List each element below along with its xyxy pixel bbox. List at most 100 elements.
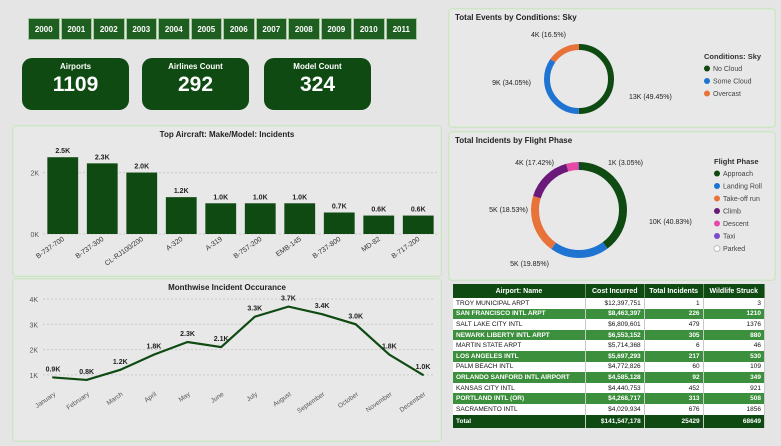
- line-point: [220, 346, 223, 349]
- line-data-label: 1.2K: [113, 359, 128, 366]
- table-row[interactable]: LOS ANGELES INTL $5,697,293 217 530: [453, 350, 766, 362]
- year-button[interactable]: 2001: [60, 18, 92, 40]
- x-tick-label: August: [272, 391, 293, 408]
- table-cell: 6: [644, 340, 704, 351]
- sky-chart-title: Total Events by Conditions: Sky: [455, 13, 577, 22]
- table-row[interactable]: SAN FRANCISCO INTL ARPT $8,463,397 226 1210: [453, 308, 766, 320]
- y-tick-label: 1K: [29, 373, 38, 380]
- year-button[interactable]: 2004: [158, 18, 190, 40]
- year-button[interactable]: 2010: [353, 18, 385, 40]
- legend-item: Climb: [723, 209, 741, 216]
- table-cell: TROY MUNICIPAL ARPT: [453, 298, 586, 309]
- year-button[interactable]: 2006: [223, 18, 255, 40]
- col-total-incidents[interactable]: Total Incidents: [644, 284, 704, 298]
- line-point: [85, 378, 88, 381]
- table-cell: 676: [644, 403, 704, 415]
- year-button[interactable]: 2005: [190, 18, 222, 40]
- year-button[interactable]: 2009: [320, 18, 352, 40]
- table-cell: $4,772,826: [585, 361, 645, 373]
- line-point: [186, 341, 189, 343]
- table-cell: 226: [644, 308, 704, 320]
- table-cell: ORLANDO SANFORD INTL AIRPORT: [453, 372, 586, 383]
- donut-slice: [544, 44, 614, 114]
- table-cell: 1856: [703, 403, 766, 415]
- table-cell: $4,029,934: [585, 403, 645, 415]
- table-cell: 1: [644, 298, 704, 309]
- line-point: [152, 353, 155, 356]
- phase-chart-title: Total Incidents by Flight Phase: [455, 136, 573, 145]
- year-button[interactable]: 2008: [288, 18, 320, 40]
- x-tick-label: EMB-145: [275, 236, 303, 259]
- line-data-label: 0.8K: [79, 369, 94, 376]
- line-point: [321, 313, 324, 316]
- slice-label: 13K (49.45%): [629, 94, 672, 101]
- table-cell: NEWARK LIBERTY INTL ARPT: [453, 329, 586, 341]
- table-row[interactable]: TROY MUNICIPAL ARPT $12,397,751 1 3: [453, 298, 766, 309]
- table-total-cell: 68649: [703, 414, 766, 428]
- table-cell: $6,809,601: [585, 319, 645, 330]
- col-cost-incurred[interactable]: Cost Incurred: [585, 284, 645, 298]
- year-button[interactable]: 2003: [125, 18, 157, 40]
- year-button[interactable]: 2011: [385, 18, 417, 40]
- col-airport-name[interactable]: Airport: Name: [453, 284, 586, 298]
- bar-data-label: 2.5K: [55, 148, 70, 155]
- table-row[interactable]: KANSAS CITY INTL $4,440,753 452 921: [453, 382, 766, 394]
- x-tick-label: B-757-200: [233, 236, 264, 261]
- x-tick-label: January: [34, 390, 58, 409]
- line-chart-title: Monthwise Incident Occurance: [168, 283, 286, 292]
- line-data-label: 3.3K: [247, 306, 262, 313]
- table-cell: 60: [644, 361, 704, 373]
- sky-donut-chart: 13K (49.45%) 9K (34.05%) 4K (16.5%) Conditi…: [492, 32, 762, 114]
- table-row[interactable]: NEWARK LIBERTY INTL ARPT $6,553,152 305 880: [453, 329, 766, 341]
- x-tick-label: A-320: [165, 236, 184, 253]
- year-button[interactable]: 2007: [255, 18, 287, 40]
- year-button[interactable]: 2002: [93, 18, 125, 40]
- year-button[interactable]: 2000: [28, 18, 60, 40]
- table-row[interactable]: MARTIN STATE ARPT $5,714,368 6 46: [453, 340, 766, 351]
- x-tick-label: December: [399, 390, 428, 413]
- x-tick-label: October: [337, 390, 361, 409]
- bar: [323, 212, 355, 234]
- slice-label: 1K (3.05%): [608, 160, 643, 167]
- table-cell: LOS ANGELES INTL: [453, 350, 586, 362]
- bar: [363, 215, 395, 234]
- bar-data-label: 2.3K: [95, 154, 110, 161]
- line-chart: 1K 2K 3K 4K 0.9K January 0.8K February 1.2K March…: [29, 296, 433, 415]
- legend-marker: [714, 208, 720, 214]
- legend-title: Conditions: Sky: [704, 52, 762, 61]
- slice-label: 5K (19.85%): [510, 261, 549, 268]
- table-cell: 479: [644, 319, 704, 330]
- sky-conditions-panel: Total Events by Conditions: Sky 13K (49.…: [448, 8, 776, 128]
- line-point: [52, 376, 54, 379]
- legend-item: Parked: [723, 246, 745, 253]
- x-tick-label: April: [143, 391, 158, 405]
- table-row[interactable]: ORLANDO SANFORD INTL AIRPORT $4,585,128 92…: [453, 372, 766, 383]
- table-cell: 92: [644, 372, 704, 383]
- y-tick-label: 2K: [30, 171, 39, 178]
- table-cell: $6,553,152: [585, 329, 645, 341]
- table-row[interactable]: SACRAMENTO INTL $4,029,934 676 1856: [453, 403, 766, 415]
- donut-slice: [544, 44, 614, 114]
- bar: [284, 203, 316, 234]
- table-cell: MARTIN STATE ARPT: [453, 340, 586, 351]
- bar: [165, 197, 197, 234]
- y-tick-label: 4K: [29, 297, 38, 304]
- x-tick-label: May: [178, 390, 193, 403]
- table-row[interactable]: SALT LAKE CITY INTL $6,809,601 479 1376: [453, 319, 766, 330]
- table-total-cell: Total: [453, 414, 586, 428]
- table-row[interactable]: PALM BEACH INTL $4,772,826 60 109: [453, 361, 766, 373]
- line-data-label: 1.8K: [382, 344, 397, 351]
- table-total-cell: $141,547,178: [585, 414, 645, 428]
- y-tick-label: 2K: [29, 348, 38, 355]
- bar: [205, 203, 237, 234]
- line-data-label: 0.9K: [46, 366, 61, 373]
- slice-label: 10K (40.83%): [649, 219, 692, 226]
- bar-data-label: 0.7K: [332, 204, 347, 211]
- slice-label: 9K (34.05%): [492, 80, 531, 87]
- table-row[interactable]: PORTLAND INTL (OR) $4,268,717 313 508: [453, 393, 766, 404]
- table-cell: 1376: [703, 319, 766, 330]
- col-wildlife-struck[interactable]: Wildlife Struck: [703, 284, 766, 298]
- legend-marker: [704, 90, 710, 97]
- legend-item: No Cloud: [713, 66, 742, 73]
- bar: [126, 172, 158, 234]
